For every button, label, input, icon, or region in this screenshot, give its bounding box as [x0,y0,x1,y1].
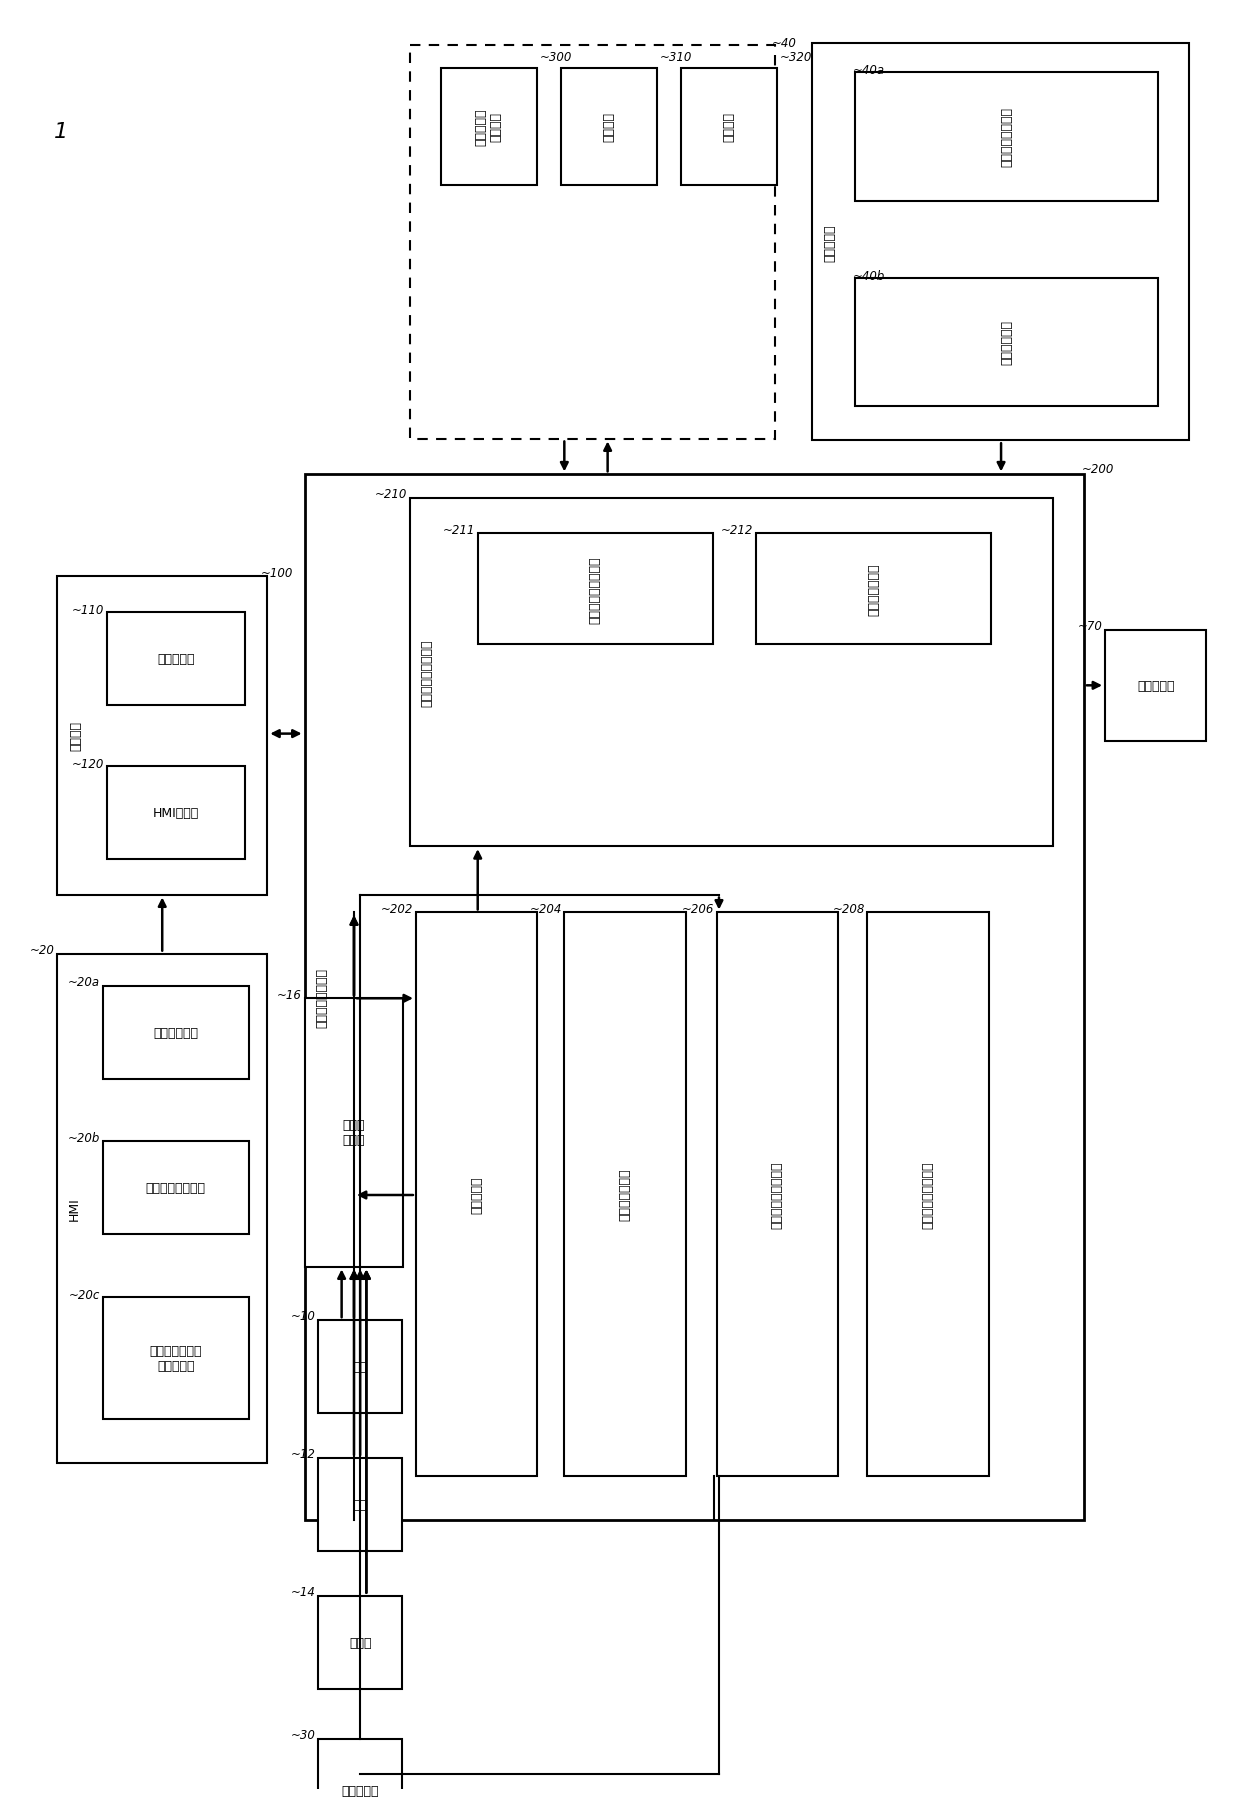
Text: 车辆传感器: 车辆传感器 [341,1784,379,1796]
Text: ~208: ~208 [832,903,866,915]
Bar [305,998,403,1268]
Bar [103,1142,249,1235]
Text: ~14: ~14 [290,1586,316,1598]
Text: 车道维持支援控制部: 车道维持支援控制部 [921,1162,935,1228]
Text: 车道变更可否判定部: 车道变更可否判定部 [589,556,601,624]
Text: ~210: ~210 [374,487,407,500]
Bar [319,1458,402,1552]
Text: ~200: ~200 [1081,462,1114,475]
Text: 驾驶支援控制单元: 驾驶支援控制单元 [315,967,329,1028]
Text: 车道变更支援控制部: 车道变更支援控制部 [420,638,434,707]
Bar [564,913,686,1476]
Text: 物体识
别装置: 物体识 别装置 [342,1118,366,1147]
Bar [440,70,537,185]
Text: ~320: ~320 [780,52,812,65]
Text: ~20c: ~20c [69,1289,100,1302]
Text: ~40b: ~40b [853,270,885,282]
Text: HMI: HMI [68,1197,81,1221]
Text: ~12: ~12 [290,1447,316,1460]
Bar [107,613,246,705]
Bar [319,1320,402,1413]
Bar [681,70,777,185]
Text: HMI控制部: HMI控制部 [153,806,198,820]
Text: 追随行驶支援控制部: 追随行驶支援控制部 [770,1162,784,1228]
Text: 雷达: 雷达 [352,1498,368,1510]
Text: 行驶驱动力
输出装置: 行驶驱动力 输出装置 [475,108,503,146]
Text: ~40a: ~40a [853,65,884,77]
Text: ~211: ~211 [443,523,475,536]
Text: ~206: ~206 [682,903,714,915]
Bar [305,475,1084,1521]
Text: 主控制部: 主控制部 [69,721,82,752]
Text: 外界识别部: 外界识别部 [470,1176,484,1214]
Text: 车道变更执行部: 车道变更执行部 [867,563,880,615]
Text: 方向指示灯: 方向指示灯 [1137,680,1174,692]
Bar [107,766,246,859]
Bar [477,534,713,645]
Bar [856,74,1158,201]
Text: ~100: ~100 [262,566,294,579]
Text: 制动装置: 制动装置 [603,113,615,142]
Text: ~300: ~300 [539,52,572,65]
Text: ~212: ~212 [722,523,754,536]
Text: ~30: ~30 [290,1728,316,1740]
Text: ~16: ~16 [278,989,303,1001]
Bar [57,577,268,895]
Text: 本车位置识别部: 本车位置识别部 [619,1169,631,1221]
Text: ~120: ~120 [72,757,104,770]
Text: ~202: ~202 [381,903,413,915]
Text: 切换控制部: 切换控制部 [157,653,195,665]
Text: 方向指示灯开关杆: 方向指示灯开关杆 [1001,108,1013,167]
Text: ~20a: ~20a [68,976,100,989]
Bar [409,47,775,439]
Text: ~310: ~310 [660,52,692,65]
Text: 1: 1 [53,122,68,142]
Text: 车道变更开始开关: 车道变更开始开关 [146,1181,206,1194]
Text: 转向装置: 转向装置 [723,113,735,142]
Text: ~20b: ~20b [68,1131,100,1144]
Bar [409,498,1053,847]
Text: 相机: 相机 [352,1361,368,1374]
Text: 驾驶操作件: 驾驶操作件 [823,225,837,261]
Text: ~70: ~70 [1078,620,1102,633]
Bar [57,955,268,1464]
Bar [812,45,1189,441]
Bar [319,1595,402,1688]
Bar [560,70,657,185]
Text: 方向指示灯开关
杆代用开关: 方向指示灯开关 杆代用开关 [150,1343,202,1372]
Text: 模式切换开关: 模式切换开关 [154,1027,198,1039]
Text: ~10: ~10 [290,1309,316,1323]
Bar [868,913,988,1476]
Text: 杆位置检测部: 杆位置检测部 [1001,320,1013,365]
Text: ~20: ~20 [30,944,55,957]
Text: ~204: ~204 [529,903,562,915]
Bar [103,1296,249,1419]
Text: ~40: ~40 [773,38,797,50]
Text: 探测器: 探测器 [348,1636,372,1649]
Bar [717,913,838,1476]
Text: ~110: ~110 [72,604,104,617]
Bar [103,987,249,1079]
Bar [856,279,1158,406]
Bar [1105,631,1207,741]
Bar [319,1739,402,1798]
Bar [756,534,991,645]
Bar [415,913,537,1476]
